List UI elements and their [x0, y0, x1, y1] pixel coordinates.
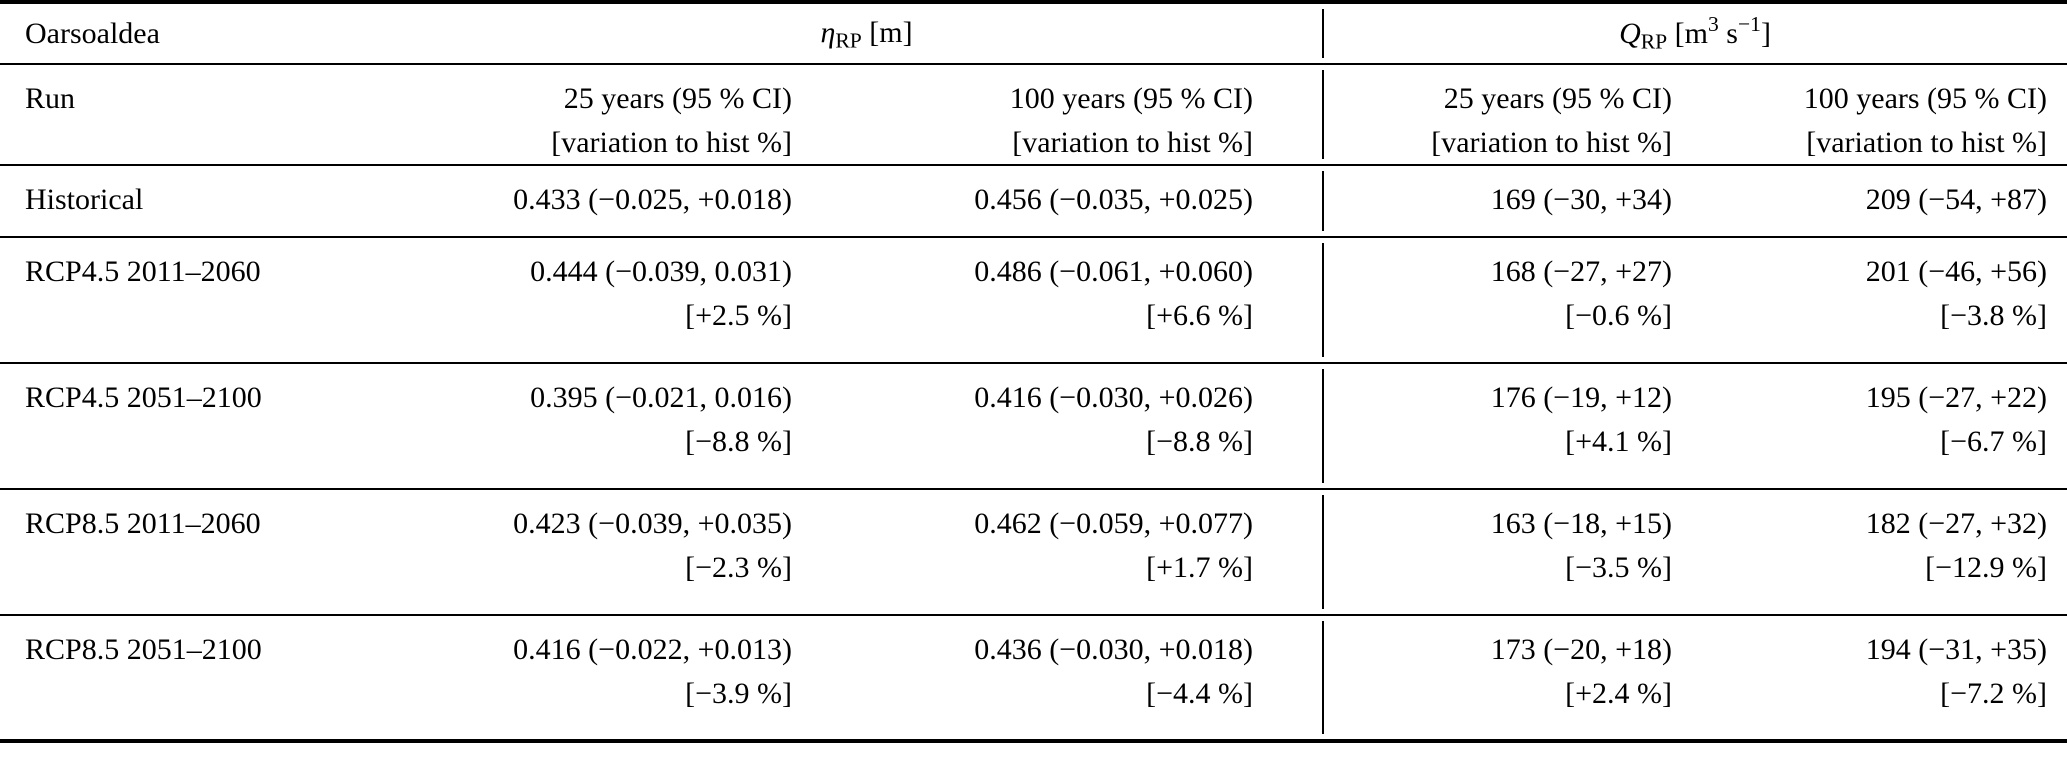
ci-value: 169 (−30, +34) — [1490, 183, 1673, 216]
variation-value: [−8.8 %] — [1146, 424, 1254, 458]
q-group-header: QRP [m3 s−1] — [1322, 2, 2067, 64]
q-unit-close: ] — [1760, 17, 1771, 51]
run-label: Historical — [25, 183, 144, 216]
variation-value: [−3.5 %] — [1565, 550, 1673, 584]
q-subscript: RP — [1640, 29, 1668, 54]
q-symbol: Q — [1619, 17, 1641, 51]
ci-value: 163 (−18, +15) — [1490, 507, 1673, 540]
ci-value: 194 (−31, +35) — [1865, 633, 2048, 666]
run-label: RCP8.5 2051–2100 — [25, 633, 262, 666]
run-label: RCP4.5 2051–2100 — [25, 381, 262, 414]
value-cell: 195 (−27, +22) [−6.7 %] — [1678, 363, 2067, 489]
value-cell: 201 (−46, +56) [−3.8 %] — [1678, 237, 2067, 363]
value-cell: 0.456 (−0.035, +0.025) — [800, 165, 1323, 237]
column-header-row: Run 25 years (95 % CI) [variation to his… — [0, 64, 2067, 165]
variation-value: [−4.4 %] — [1146, 676, 1254, 710]
value-cell: 0.433 (−0.025, +0.018) — [480, 165, 800, 237]
table-corner-label: Oarsoaldea — [25, 16, 160, 50]
q-unit-open: [m — [1667, 17, 1708, 51]
eta-symbol: η — [820, 15, 836, 49]
value-cell: 194 (−31, +35) [−7.2 %] — [1678, 615, 2067, 741]
column-header-line1: 100 years (95 % CI) — [1803, 82, 2048, 115]
value-cell: 0.436 (−0.030, +0.018) [−4.4 %] — [800, 615, 1323, 741]
column-header-eta-25: 25 years (95 % CI) [variation to hist %] — [480, 64, 800, 165]
run-label: RCP8.5 2011–2060 — [25, 507, 261, 540]
column-header-line1: 25 years (95 % CI) — [1443, 82, 1673, 115]
value-cell: 0.486 (−0.061, +0.060) [+6.6 %] — [800, 237, 1323, 363]
value-cell: 168 (−27, +27) [−0.6 %] — [1322, 237, 1678, 363]
variation-value: [−6.7 %] — [1940, 424, 2048, 458]
ci-value: 201 (−46, +56) — [1865, 255, 2048, 288]
variation-value: [−0.6 %] — [1565, 298, 1673, 332]
group-header-row: Oarsoaldea ηRP [m] QRP [m3 s−1] — [0, 2, 2067, 64]
eta-unit: [m] — [861, 15, 913, 49]
variation-value: [−8.8 %] — [685, 424, 792, 458]
ci-value: 0.462 (−0.059, +0.077) — [974, 507, 1254, 540]
column-header-line2: [variation to hist %] — [551, 125, 792, 159]
column-header-line2: [variation to hist %] — [1012, 125, 1254, 159]
variation-value: [−2.3 %] — [685, 550, 792, 584]
value-cell: 169 (−30, +34) — [1322, 165, 1678, 237]
ci-value: 182 (−27, +32) — [1865, 507, 2048, 540]
variation-value: [−3.8 %] — [1940, 298, 2048, 332]
value-cell: 0.395 (−0.021, 0.016) [−8.8 %] — [480, 363, 800, 489]
value-cell: 163 (−18, +15) [−3.5 %] — [1322, 489, 1678, 615]
column-header-line2: [variation to hist %] — [1431, 125, 1673, 159]
q-exponent-inverse: −1 — [1737, 12, 1761, 37]
variation-value: [−12.9 %] — [1925, 550, 2048, 584]
variation-value: [+1.7 %] — [1146, 550, 1254, 584]
value-cell: 0.444 (−0.039, 0.031) [+2.5 %] — [480, 237, 800, 363]
variation-value: [−3.9 %] — [685, 676, 792, 710]
q-exponent-cubed: 3 — [1708, 12, 1719, 37]
ci-value: 195 (−27, +22) — [1865, 381, 2048, 414]
table-row: Historical 0.433 (−0.025, +0.018) 0.456 … — [0, 165, 2067, 237]
variation-value: [+2.5 %] — [685, 298, 792, 332]
ci-value: 0.486 (−0.061, +0.060) — [974, 255, 1254, 288]
value-cell: 0.416 (−0.022, +0.013) [−3.9 %] — [480, 615, 800, 741]
variation-value: [+4.1 %] — [1565, 424, 1673, 458]
table-row: RCP4.5 2011–2060 0.444 (−0.039, 0.031) [… — [0, 237, 2067, 363]
ci-value: 0.444 (−0.039, 0.031) — [530, 255, 792, 288]
variation-value: [+6.6 %] — [1146, 298, 1254, 332]
value-cell: 0.462 (−0.059, +0.077) [+1.7 %] — [800, 489, 1323, 615]
ci-value: 209 (−54, +87) — [1865, 183, 2048, 216]
ci-value: 0.395 (−0.021, 0.016) — [530, 381, 792, 414]
table-row: RCP4.5 2051–2100 0.395 (−0.021, 0.016) [… — [0, 363, 2067, 489]
value-cell: 0.423 (−0.039, +0.035) [−2.3 %] — [480, 489, 800, 615]
value-cell: 182 (−27, +32) [−12.9 %] — [1678, 489, 2067, 615]
table-row: RCP8.5 2051–2100 0.416 (−0.022, +0.013) … — [0, 615, 2067, 741]
table-row: RCP8.5 2011–2060 0.423 (−0.039, +0.035) … — [0, 489, 2067, 615]
column-header-eta-100: 100 years (95 % CI) [variation to hist %… — [800, 64, 1323, 165]
column-header-line2: [variation to hist %] — [1806, 125, 2048, 159]
eta-subscript: RP — [835, 28, 862, 53]
q-unit-mid: s — [1718, 17, 1738, 51]
value-cell: 173 (−20, +18) [+2.4 %] — [1322, 615, 1678, 741]
run-label: RCP4.5 2011–2060 — [25, 255, 261, 288]
ci-value: 0.436 (−0.030, +0.018) — [974, 633, 1254, 666]
value-cell: 176 (−19, +12) [+4.1 %] — [1322, 363, 1678, 489]
column-header-line1: 25 years (95 % CI) — [563, 82, 792, 115]
ci-value: 176 (−19, +12) — [1490, 381, 1673, 414]
value-cell: 209 (−54, +87) — [1678, 165, 2067, 237]
results-table: Oarsoaldea ηRP [m] QRP [m3 s−1] Run 25 y… — [0, 0, 2067, 743]
run-header: Run — [25, 82, 76, 115]
ci-value: 0.433 (−0.025, +0.018) — [513, 183, 792, 216]
ci-value: 0.456 (−0.035, +0.025) — [974, 183, 1254, 216]
ci-value: 0.423 (−0.039, +0.035) — [513, 507, 792, 540]
ci-value: 0.416 (−0.022, +0.013) — [513, 633, 792, 666]
ci-value: 173 (−20, +18) — [1490, 633, 1673, 666]
ci-value: 168 (−27, +27) — [1490, 255, 1673, 288]
variation-value: [−7.2 %] — [1940, 676, 2048, 710]
column-header-q-100: 100 years (95 % CI) [variation to hist %… — [1678, 64, 2067, 165]
value-cell: 0.416 (−0.030, +0.026) [−8.8 %] — [800, 363, 1323, 489]
variation-value: [+2.4 %] — [1565, 676, 1673, 710]
ci-value: 0.416 (−0.030, +0.026) — [974, 381, 1254, 414]
column-header-q-25: 25 years (95 % CI) [variation to hist %] — [1322, 64, 1678, 165]
column-header-line1: 100 years (95 % CI) — [1009, 82, 1254, 115]
eta-group-header: ηRP [m] — [480, 2, 1323, 64]
